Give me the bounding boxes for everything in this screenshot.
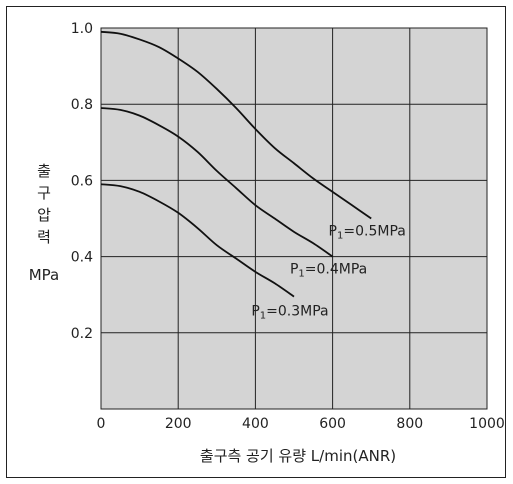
- y-axis-title-char: 구: [37, 184, 51, 202]
- y-tick-label: 0.2: [71, 326, 93, 342]
- x-tick-labels: 0 200 400 600 800 1000: [97, 416, 505, 432]
- y-tick-label: 0.4: [71, 250, 93, 266]
- series-label-p: P: [329, 224, 337, 240]
- x-tick-label: 600: [319, 416, 346, 432]
- plot-area: [100, 27, 488, 410]
- x-tick-label: 200: [165, 416, 192, 432]
- series-label: P1=0.5MPa: [329, 224, 406, 242]
- y-tick-label: 0.6: [71, 173, 93, 189]
- series-curve: [100, 107, 334, 258]
- series-label-subscript: 1: [337, 231, 343, 242]
- y-axis-title-char: 압: [37, 206, 51, 224]
- series-curve: [100, 30, 372, 220]
- y-axis-title: 출 구 압 력 MPa: [29, 162, 60, 284]
- y-tick-labels: 0.2 0.4 0.6 0.8 1.0: [71, 21, 93, 342]
- series-label-p: P: [290, 262, 298, 278]
- series-label-subscript: 1: [298, 269, 304, 280]
- series-label-subscript: 1: [260, 311, 266, 322]
- series-curve: [100, 183, 295, 298]
- y-tick-label: 1.0: [71, 21, 93, 37]
- y-tick-label: 0.8: [71, 97, 93, 113]
- series-label: P1=0.4MPa: [290, 262, 367, 280]
- grid-lines: [101, 28, 487, 409]
- y-axis-title-char: 출: [37, 162, 51, 180]
- x-tick-label: 1000: [469, 416, 505, 432]
- x-tick-label: 0: [97, 416, 106, 432]
- series-label-value: =0.3MPa: [266, 304, 328, 320]
- x-axis-title: 출구측 공기 유량 L/min(ANR): [200, 447, 396, 465]
- x-tick-label: 800: [396, 416, 423, 432]
- series-label: P1=0.3MPa: [251, 304, 328, 322]
- series-curves: [100, 30, 372, 298]
- y-axis-unit: MPa: [29, 266, 60, 284]
- series-label-value: =0.4MPa: [305, 262, 367, 278]
- y-axis-title-char: 력: [37, 228, 51, 246]
- x-tick-label: 400: [242, 416, 269, 432]
- series-label-p: P: [251, 304, 259, 320]
- series-label-value: =0.5MPa: [343, 224, 405, 240]
